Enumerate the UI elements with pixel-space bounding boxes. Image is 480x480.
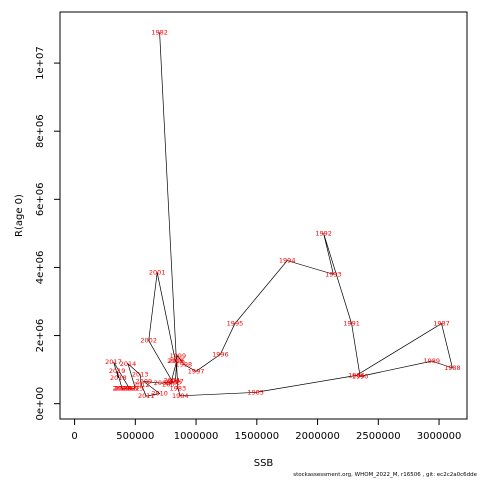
point-label-2018: 2018 — [110, 374, 127, 382]
point-label-1995: 1995 — [227, 320, 244, 328]
point-label-2003: 2003 — [165, 379, 182, 387]
footer-credit: stockassessment.org, WHOM_2022_M, r16506… — [293, 472, 477, 478]
point-label-1991: 1991 — [343, 320, 360, 328]
y-tick-label: 8e+06 — [35, 114, 46, 148]
point-label-1997: 1997 — [188, 367, 205, 375]
point-label-2014: 2014 — [120, 360, 137, 368]
point-label-2016: 2016 — [121, 384, 138, 392]
point-label-2022: 2022 — [123, 384, 140, 392]
point-label-2015: 2015 — [127, 384, 144, 392]
x-tick-label: 3000000 — [417, 431, 462, 442]
x-axis-title: SSB — [254, 458, 274, 469]
point-label-1999: 1999 — [170, 352, 187, 360]
point-label-2010: 2010 — [151, 389, 168, 397]
y-tick-label: 2e+06 — [35, 319, 46, 353]
point-label-1989: 1989 — [423, 357, 440, 365]
point-label-2021: 2021 — [112, 384, 129, 392]
x-tick-label: 1000000 — [174, 431, 219, 442]
point-label-2008: 2008 — [154, 379, 171, 387]
point-label-1996: 1996 — [212, 350, 229, 358]
point-label-2023: 2023 — [115, 384, 132, 392]
point-label-2006: 2006 — [168, 357, 185, 365]
point-label-2020: 2020 — [114, 384, 131, 392]
point-label-1992: 1992 — [315, 229, 332, 237]
series-line — [113, 32, 453, 397]
point-label-1998: 1998 — [176, 361, 193, 369]
point-label-2007: 2007 — [167, 378, 184, 386]
x-tick-label: 2500000 — [356, 431, 401, 442]
point-label-2009: 2009 — [136, 378, 153, 386]
point-label-1982: 1982 — [151, 28, 168, 36]
point-label-2017: 2017 — [105, 358, 122, 366]
x-tick-label: 500000 — [116, 431, 154, 442]
point-label-2001: 2001 — [149, 269, 166, 277]
point-label-1993: 1993 — [325, 270, 342, 278]
point-label-2012: 2012 — [133, 381, 150, 389]
x-tick-label: 1500000 — [235, 431, 280, 442]
point-label-1985: 1985 — [247, 388, 264, 396]
point-label-1990: 1990 — [352, 372, 369, 380]
x-tick-label: 0 — [71, 431, 77, 442]
point-label-2005: 2005 — [162, 380, 179, 388]
x-axis: 0 500000 1000000 1500000 2000000 2500000 30000… — [71, 419, 461, 442]
point-label-1994: 1994 — [279, 257, 296, 265]
point-label-1988: 1988 — [444, 364, 461, 372]
point-label-2004: 2004 — [163, 377, 180, 385]
y-tick-label: 6e+06 — [35, 183, 46, 217]
y-tick-label: 4e+06 — [35, 251, 46, 285]
point-label-2013: 2013 — [132, 371, 149, 379]
x-tick-label: 2000000 — [295, 431, 340, 442]
point-label-1986: 1986 — [348, 371, 365, 379]
point-label-2011: 2011 — [138, 392, 155, 400]
point-label-2000: 2000 — [167, 357, 184, 365]
y-tick-label: 0e+00 — [35, 387, 46, 421]
point-label-1987: 1987 — [433, 320, 450, 328]
point-label-1984: 1984 — [172, 392, 189, 400]
point-label-2019: 2019 — [109, 367, 126, 375]
plot-frame — [59, 11, 468, 420]
y-tick-label: 1e+07 — [35, 46, 46, 80]
point-label-1983: 1983 — [170, 384, 187, 392]
point-label-2002: 2002 — [140, 337, 157, 345]
y-axis: 0e+00 2e+06 4e+06 6e+06 8e+06 1e+07 — [35, 46, 60, 420]
y-axis-title: R(age 0) — [14, 194, 25, 237]
